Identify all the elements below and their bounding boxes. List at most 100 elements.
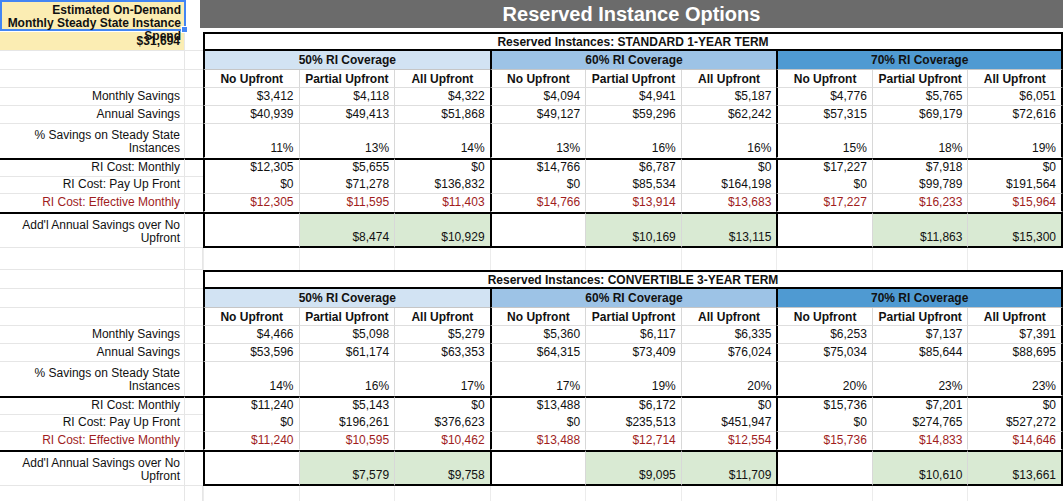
value-cell[interactable]: $235,513 bbox=[585, 414, 681, 432]
row-label[interactable]: % Savings on Steady State Instances bbox=[0, 124, 185, 158]
value-cell[interactable]: $9,095 bbox=[585, 450, 681, 486]
value-cell[interactable]: $0 bbox=[967, 158, 1063, 177]
empty-cell[interactable] bbox=[585, 486, 681, 501]
value-cell[interactable]: 20% bbox=[776, 362, 872, 396]
value-cell[interactable]: $0 bbox=[967, 396, 1063, 415]
value-cell[interactable]: $0 bbox=[203, 176, 299, 194]
value-cell[interactable]: $11,709 bbox=[681, 450, 777, 486]
value-cell[interactable]: $13,115 bbox=[681, 212, 777, 248]
value-cell[interactable] bbox=[776, 212, 872, 248]
value-cell[interactable]: $4,094 bbox=[490, 88, 586, 106]
upfront-header[interactable]: All Upfront bbox=[681, 70, 777, 88]
value-cell[interactable]: 16% bbox=[299, 362, 395, 396]
value-cell[interactable]: 11% bbox=[203, 124, 299, 158]
upfront-header[interactable]: All Upfront bbox=[967, 308, 1063, 326]
value-cell[interactable]: $17,227 bbox=[776, 194, 872, 212]
value-cell[interactable]: $11,240 bbox=[203, 432, 299, 450]
value-cell[interactable]: 15% bbox=[776, 124, 872, 158]
value-cell[interactable]: $13,914 bbox=[585, 194, 681, 212]
value-cell[interactable]: $7,918 bbox=[872, 158, 968, 177]
upfront-header[interactable]: No Upfront bbox=[203, 308, 299, 326]
empty-cell[interactable] bbox=[0, 248, 185, 270]
row-label[interactable]: Monthly Savings bbox=[0, 326, 185, 344]
value-cell[interactable]: $13,683 bbox=[681, 194, 777, 212]
row-label[interactable]: Add'l Annual Savings over No Upfront bbox=[0, 212, 185, 248]
upfront-header[interactable]: Partial Upfront bbox=[872, 70, 968, 88]
empty-cell[interactable] bbox=[681, 486, 777, 501]
row-label[interactable]: Annual Savings bbox=[0, 106, 185, 124]
value-cell[interactable]: $62,242 bbox=[681, 106, 777, 124]
value-cell[interactable]: 23% bbox=[872, 362, 968, 396]
value-cell[interactable]: $13,488 bbox=[490, 432, 586, 450]
value-cell[interactable]: 19% bbox=[585, 362, 681, 396]
value-cell[interactable]: $0 bbox=[776, 414, 872, 432]
empty-cell[interactable] bbox=[776, 486, 872, 501]
empty-cell[interactable] bbox=[0, 70, 185, 88]
value-cell[interactable]: $5,765 bbox=[872, 88, 968, 106]
value-cell[interactable]: $0 bbox=[681, 396, 777, 415]
value-cell[interactable]: $12,554 bbox=[681, 432, 777, 450]
value-cell[interactable]: $4,118 bbox=[299, 88, 395, 106]
value-cell[interactable]: $7,137 bbox=[872, 326, 968, 344]
value-cell[interactable]: $0 bbox=[394, 158, 490, 177]
value-cell[interactable]: 14% bbox=[394, 124, 490, 158]
value-cell[interactable] bbox=[203, 450, 299, 486]
value-cell[interactable]: $13,661 bbox=[967, 450, 1063, 486]
table-title-convertible[interactable]: Reserved Instances: CONVERTIBLE 3-YEAR T… bbox=[203, 270, 1063, 289]
selection-fill-handle[interactable] bbox=[181, 26, 188, 33]
value-cell[interactable]: $51,868 bbox=[394, 106, 490, 124]
value-cell[interactable]: $5,360 bbox=[490, 326, 586, 344]
value-cell[interactable]: $11,863 bbox=[872, 212, 968, 248]
row-label[interactable]: RI Cost: Pay Up Front bbox=[0, 414, 185, 432]
row-label[interactable]: RI Cost: Pay Up Front bbox=[0, 176, 185, 194]
value-cell[interactable]: $76,024 bbox=[681, 344, 777, 362]
coverage-header-50[interactable]: 50% RI Coverage bbox=[203, 289, 490, 308]
value-cell[interactable]: $164,198 bbox=[681, 176, 777, 194]
empty-cell[interactable] bbox=[872, 248, 968, 270]
upfront-header[interactable]: No Upfront bbox=[776, 308, 872, 326]
value-cell[interactable]: $0 bbox=[776, 176, 872, 194]
empty-cell[interactable] bbox=[0, 289, 185, 308]
empty-cell[interactable] bbox=[0, 270, 185, 289]
table-title-standard[interactable]: Reserved Instances: STANDARD 1-YEAR TERM bbox=[203, 32, 1063, 51]
value-cell[interactable]: $15,736 bbox=[776, 396, 872, 415]
value-cell[interactable]: $5,098 bbox=[299, 326, 395, 344]
empty-cell[interactable] bbox=[681, 248, 777, 270]
value-cell[interactable]: $15,300 bbox=[967, 212, 1063, 248]
value-cell[interactable]: $6,172 bbox=[585, 396, 681, 415]
empty-cell[interactable] bbox=[585, 248, 681, 270]
empty-cell[interactable] bbox=[299, 248, 395, 270]
value-cell[interactable]: $14,646 bbox=[967, 432, 1063, 450]
value-cell[interactable]: $4,466 bbox=[203, 326, 299, 344]
coverage-header-70[interactable]: 70% RI Coverage bbox=[776, 289, 1063, 308]
empty-cell[interactable] bbox=[0, 486, 185, 501]
value-cell[interactable]: $196,261 bbox=[299, 414, 395, 432]
upfront-header[interactable]: Partial Upfront bbox=[585, 308, 681, 326]
value-cell[interactable]: $13,488 bbox=[490, 396, 586, 415]
value-cell[interactable]: 16% bbox=[585, 124, 681, 158]
upfront-header[interactable]: All Upfront bbox=[394, 70, 490, 88]
value-cell[interactable]: 20% bbox=[681, 362, 777, 396]
value-cell[interactable]: $451,947 bbox=[681, 414, 777, 432]
value-cell[interactable]: $75,034 bbox=[776, 344, 872, 362]
value-cell[interactable]: 16% bbox=[681, 124, 777, 158]
coverage-header-50[interactable]: 50% RI Coverage bbox=[203, 51, 490, 70]
value-cell[interactable]: $4,776 bbox=[776, 88, 872, 106]
value-cell[interactable]: $99,789 bbox=[872, 176, 968, 194]
value-cell[interactable]: $12,305 bbox=[203, 158, 299, 177]
value-cell[interactable]: $64,315 bbox=[490, 344, 586, 362]
value-cell[interactable]: $40,939 bbox=[203, 106, 299, 124]
empty-cell[interactable] bbox=[203, 248, 299, 270]
value-cell[interactable]: $7,391 bbox=[967, 326, 1063, 344]
value-cell[interactable]: $7,201 bbox=[872, 396, 968, 415]
value-cell[interactable]: $9,758 bbox=[394, 450, 490, 486]
value-cell[interactable]: 19% bbox=[967, 124, 1063, 158]
value-cell[interactable]: $11,240 bbox=[203, 396, 299, 415]
value-cell[interactable]: $5,655 bbox=[299, 158, 395, 177]
value-cell[interactable]: $6,335 bbox=[681, 326, 777, 344]
value-cell[interactable]: $6,117 bbox=[585, 326, 681, 344]
upfront-header[interactable]: No Upfront bbox=[490, 308, 586, 326]
value-cell[interactable]: $7,579 bbox=[299, 450, 395, 486]
upfront-header[interactable]: Partial Upfront bbox=[585, 70, 681, 88]
value-cell[interactable]: $12,714 bbox=[585, 432, 681, 450]
